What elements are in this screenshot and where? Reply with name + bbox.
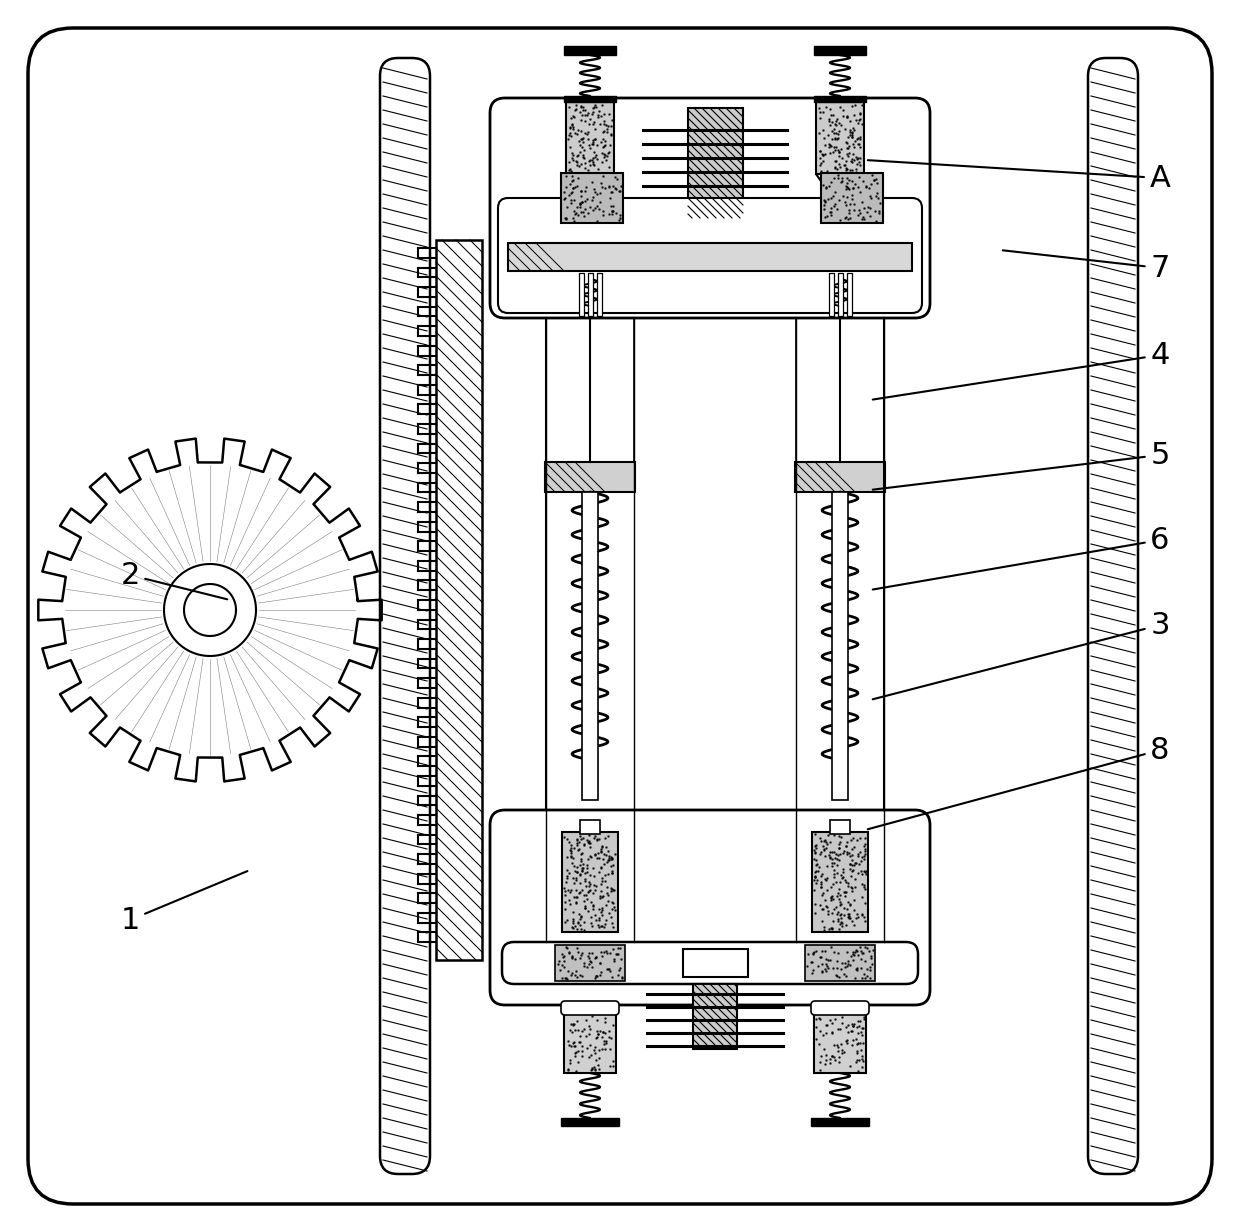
Text: 2: 2: [120, 561, 227, 599]
Bar: [579, 274, 584, 315]
Bar: [847, 274, 852, 315]
FancyBboxPatch shape: [811, 1002, 869, 1015]
Bar: [816, 102, 864, 174]
Polygon shape: [816, 174, 864, 193]
Bar: [565, 102, 614, 174]
Bar: [813, 1013, 866, 1073]
Bar: [562, 832, 618, 931]
Bar: [688, 108, 743, 218]
Bar: [580, 821, 600, 834]
Bar: [813, 46, 866, 55]
Bar: [812, 832, 868, 931]
Text: A: A: [868, 160, 1171, 192]
FancyBboxPatch shape: [1087, 58, 1138, 1174]
Bar: [564, 96, 616, 102]
FancyBboxPatch shape: [498, 198, 923, 313]
Bar: [546, 462, 635, 492]
FancyBboxPatch shape: [502, 942, 918, 984]
Text: 3: 3: [873, 611, 1169, 700]
FancyBboxPatch shape: [379, 58, 430, 1174]
Bar: [693, 984, 737, 1048]
Bar: [813, 96, 866, 102]
Bar: [805, 945, 875, 981]
FancyBboxPatch shape: [560, 1002, 619, 1015]
Bar: [795, 462, 885, 492]
Bar: [596, 274, 601, 315]
Text: 1: 1: [120, 871, 248, 935]
Text: 7: 7: [1003, 250, 1169, 282]
Polygon shape: [565, 174, 614, 193]
Bar: [564, 1013, 616, 1073]
FancyBboxPatch shape: [490, 99, 930, 318]
Bar: [436, 240, 482, 960]
Bar: [582, 492, 598, 800]
Bar: [564, 46, 616, 55]
Bar: [838, 274, 843, 315]
Bar: [830, 274, 835, 315]
Bar: [508, 243, 911, 271]
Text: 8: 8: [868, 736, 1169, 829]
Bar: [560, 172, 622, 223]
Bar: [832, 492, 848, 800]
Text: 5: 5: [873, 441, 1169, 489]
Bar: [588, 274, 593, 315]
Bar: [830, 821, 849, 834]
Text: 6: 6: [873, 526, 1169, 590]
Bar: [560, 1117, 619, 1126]
FancyBboxPatch shape: [29, 28, 1211, 1204]
FancyBboxPatch shape: [490, 809, 930, 1005]
Bar: [556, 945, 625, 981]
Bar: [683, 949, 748, 977]
Bar: [821, 172, 883, 223]
Text: 4: 4: [873, 340, 1169, 399]
Bar: [811, 1117, 869, 1126]
